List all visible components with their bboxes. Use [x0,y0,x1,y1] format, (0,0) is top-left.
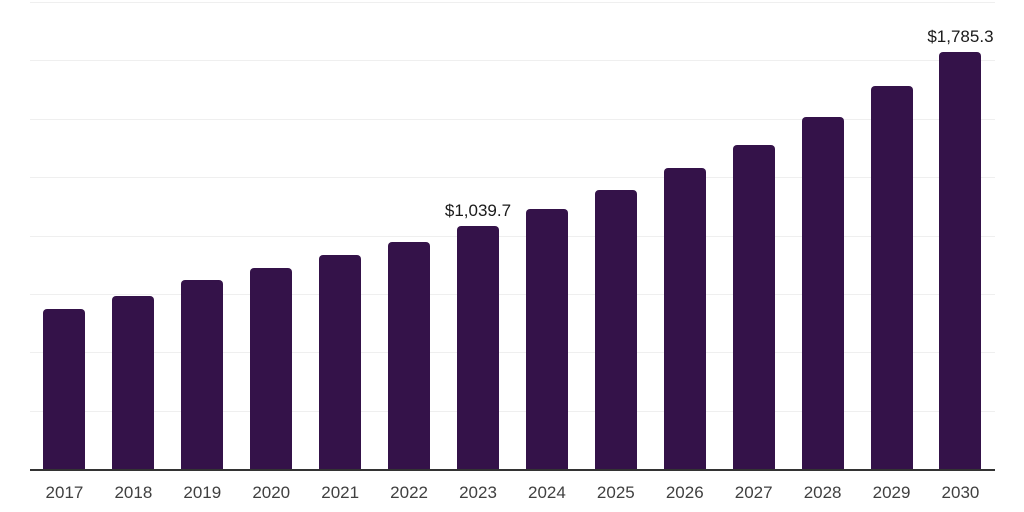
bar-column-2024 [512,2,581,469]
bar-column-2030: $1,785.3 [926,2,995,469]
data-label-2030: $1,785.3 [927,27,994,47]
bar-column-2021 [306,2,375,469]
bar-column-2026 [650,2,719,469]
bar-2019 [181,279,224,469]
bars-row: $1,039.7 $1,785.3 [30,2,995,469]
x-tick-2029: 2029 [872,483,911,502]
bar-column-2018 [99,2,168,469]
bar-2021 [319,254,362,469]
bar-2023 [456,226,499,469]
x-tick-2030: 2030 [941,483,980,502]
bar-2025 [594,189,637,469]
gridline [30,2,995,3]
bar-column-2023: $1,039.7 [444,2,513,469]
x-tick-2017: 2017 [45,483,84,502]
data-label-2023: $1,039.7 [444,201,512,221]
x-axis-line [30,469,995,471]
x-tick-2024: 2024 [528,483,566,502]
x-tick-2027: 2027 [734,483,773,502]
plot-area: $1,039.7 $1,785.3 [30,2,995,469]
bar-column-2020 [237,2,306,469]
gridline [30,60,995,62]
bar-column-2022 [375,2,444,469]
x-tick-2023: 2023 [459,483,497,502]
bar-2017 [43,308,86,469]
bar-2029 [870,86,913,469]
x-tick-2025: 2025 [596,483,635,502]
gridline [30,235,995,237]
x-tick-2018: 2018 [114,483,153,502]
bar-column-2019 [168,2,237,469]
x-tick-2020: 2020 [252,483,291,502]
bar-2024 [525,208,568,469]
bar-column-2028 [788,2,857,469]
x-tick-2021: 2021 [321,483,360,502]
gridline [30,352,995,354]
gridline [30,410,995,412]
bar-column-2029 [857,2,926,469]
bar-column-2017 [30,2,99,469]
gridline [30,118,995,120]
x-tick-2022: 2022 [390,483,428,502]
bar-2020 [250,267,293,469]
gridline [30,293,995,295]
x-tick-2026: 2026 [665,483,704,502]
x-axis-tick-labels: 2017 2018 2019 2020 2021 2022 2023 2024 2025 2026… [30,483,995,503]
bar-2027 [732,144,775,469]
bar-column-2025 [581,2,650,469]
x-tick-2028: 2028 [803,483,842,502]
bar-2026 [663,167,706,469]
bar-2018 [112,295,155,469]
bar-2022 [388,241,431,469]
bar-2028 [801,116,844,469]
bar-column-2027 [719,2,788,469]
x-tick-2019: 2019 [183,483,222,502]
bar-2030 [939,52,982,469]
gridline [30,177,995,179]
